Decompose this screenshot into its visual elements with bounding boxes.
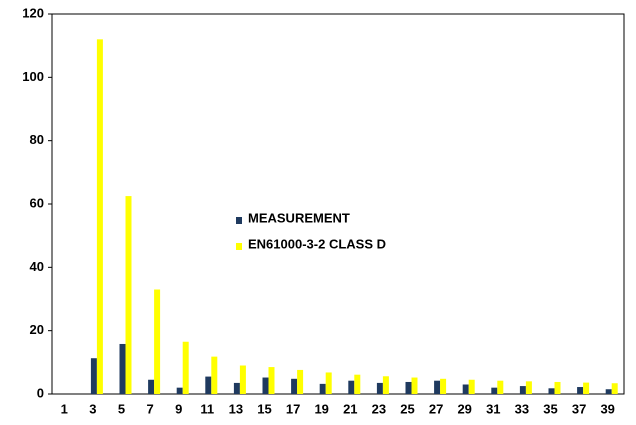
bar — [405, 381, 412, 394]
x-tick-label: 19 — [314, 401, 328, 416]
bar — [605, 389, 612, 394]
x-tick-label: 13 — [229, 401, 243, 416]
x-tick-label: 15 — [257, 401, 271, 416]
x-tick-label: 23 — [372, 401, 386, 416]
legend-swatch — [236, 217, 242, 224]
bar — [411, 377, 418, 394]
bar — [382, 376, 389, 394]
x-tick-label: 3 — [89, 401, 96, 416]
bar — [96, 39, 103, 394]
bar — [205, 376, 212, 394]
x-tick-label: 33 — [515, 401, 529, 416]
plot-frame — [51, 13, 625, 395]
bar — [90, 358, 97, 394]
bar — [348, 380, 355, 394]
bar — [491, 387, 498, 394]
bar — [354, 374, 361, 394]
bar — [119, 343, 126, 394]
x-tick-label: 9 — [175, 401, 182, 416]
x-tick-label: 29 — [457, 401, 471, 416]
x-tick-label: 17 — [286, 401, 300, 416]
y-tick-label: 60 — [30, 195, 44, 210]
bar — [148, 379, 155, 394]
legend-swatch — [236, 243, 242, 250]
bar — [519, 386, 526, 394]
legend-label: EN61000-3-2 CLASS D — [248, 236, 386, 251]
x-tick-label: 1 — [61, 401, 68, 416]
bar — [154, 289, 161, 394]
x-tick-label: 25 — [400, 401, 414, 416]
bar — [525, 381, 532, 394]
bar — [262, 377, 269, 394]
bar — [376, 382, 383, 394]
bar — [319, 383, 326, 394]
bar — [125, 196, 132, 394]
x-tick-label: 5 — [118, 401, 125, 416]
x-tick-label: 39 — [600, 401, 614, 416]
bar — [233, 382, 240, 394]
x-tick-label: 37 — [572, 401, 586, 416]
y-tick-label: 40 — [30, 259, 44, 274]
bar — [577, 387, 584, 394]
bar — [211, 356, 218, 394]
y-tick-label: 20 — [30, 322, 44, 337]
x-tick-label: 7 — [146, 401, 153, 416]
y-tick-label: 120 — [22, 5, 44, 20]
bar — [268, 367, 275, 394]
bar — [583, 382, 590, 394]
legend-label: MEASUREMENT — [248, 210, 350, 225]
x-tick-label: 11 — [200, 401, 214, 416]
y-tick-label: 80 — [30, 132, 44, 147]
y-tick-label: 100 — [22, 69, 44, 84]
bar — [325, 372, 332, 394]
bar — [548, 388, 555, 394]
x-tick-label: 35 — [543, 401, 557, 416]
bar — [182, 341, 189, 394]
bar — [176, 387, 183, 394]
bar — [434, 380, 441, 394]
x-tick-label: 21 — [343, 401, 357, 416]
y-tick-label: 0 — [37, 385, 44, 400]
bar — [297, 369, 304, 394]
bar — [554, 381, 561, 394]
bar — [497, 380, 504, 394]
bar — [440, 378, 447, 394]
bar — [462, 384, 469, 394]
bar — [468, 379, 475, 394]
x-tick-label: 31 — [486, 401, 500, 416]
bar — [291, 378, 298, 394]
bar — [239, 365, 246, 394]
x-tick-label: 27 — [429, 401, 443, 416]
bar — [611, 383, 618, 394]
